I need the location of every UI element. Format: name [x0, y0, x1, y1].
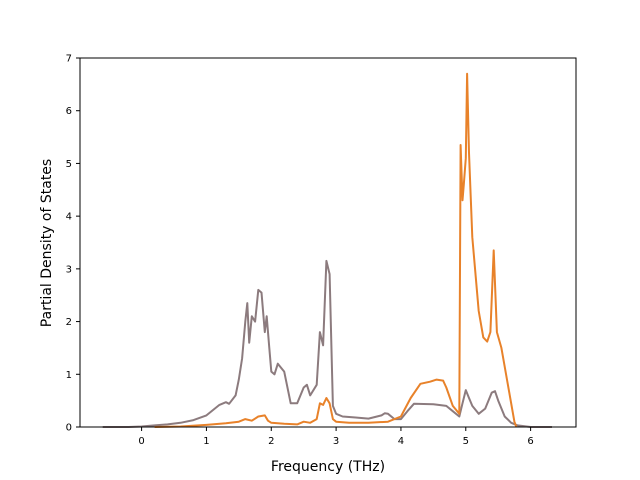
series-line-1 [102, 259, 552, 428]
plot-frame [79, 57, 577, 428]
y-tick-label: 6 [66, 106, 72, 117]
series-line-2 [154, 72, 518, 428]
y-axis-title: Partial Density of States [39, 159, 55, 327]
y-tick-label: 4 [66, 212, 72, 223]
x-tick-label: 5 [463, 436, 469, 447]
x-tick-label: 4 [398, 436, 404, 447]
x-tick-label: 1 [203, 436, 209, 447]
x-tick-label: 0 [138, 436, 144, 447]
y-tick-label: 7 [66, 54, 72, 65]
x-tick-label: 6 [527, 436, 533, 447]
series-layer [102, 72, 552, 428]
y-tick-label: 5 [66, 159, 72, 170]
y-tick-label: 3 [66, 264, 72, 275]
ticks-layer: 0 1 2 3 4 5 6 0 1 2 3 4 5 6 7 [66, 54, 534, 448]
x-tick-label: 2 [268, 436, 274, 447]
y-tick-label: 0 [66, 423, 72, 434]
x-axis-title: Frequency (THz) [271, 459, 385, 475]
y-tick-label: 2 [66, 317, 72, 328]
x-tick-label: 3 [333, 436, 339, 447]
y-tick-label: 1 [66, 370, 72, 381]
